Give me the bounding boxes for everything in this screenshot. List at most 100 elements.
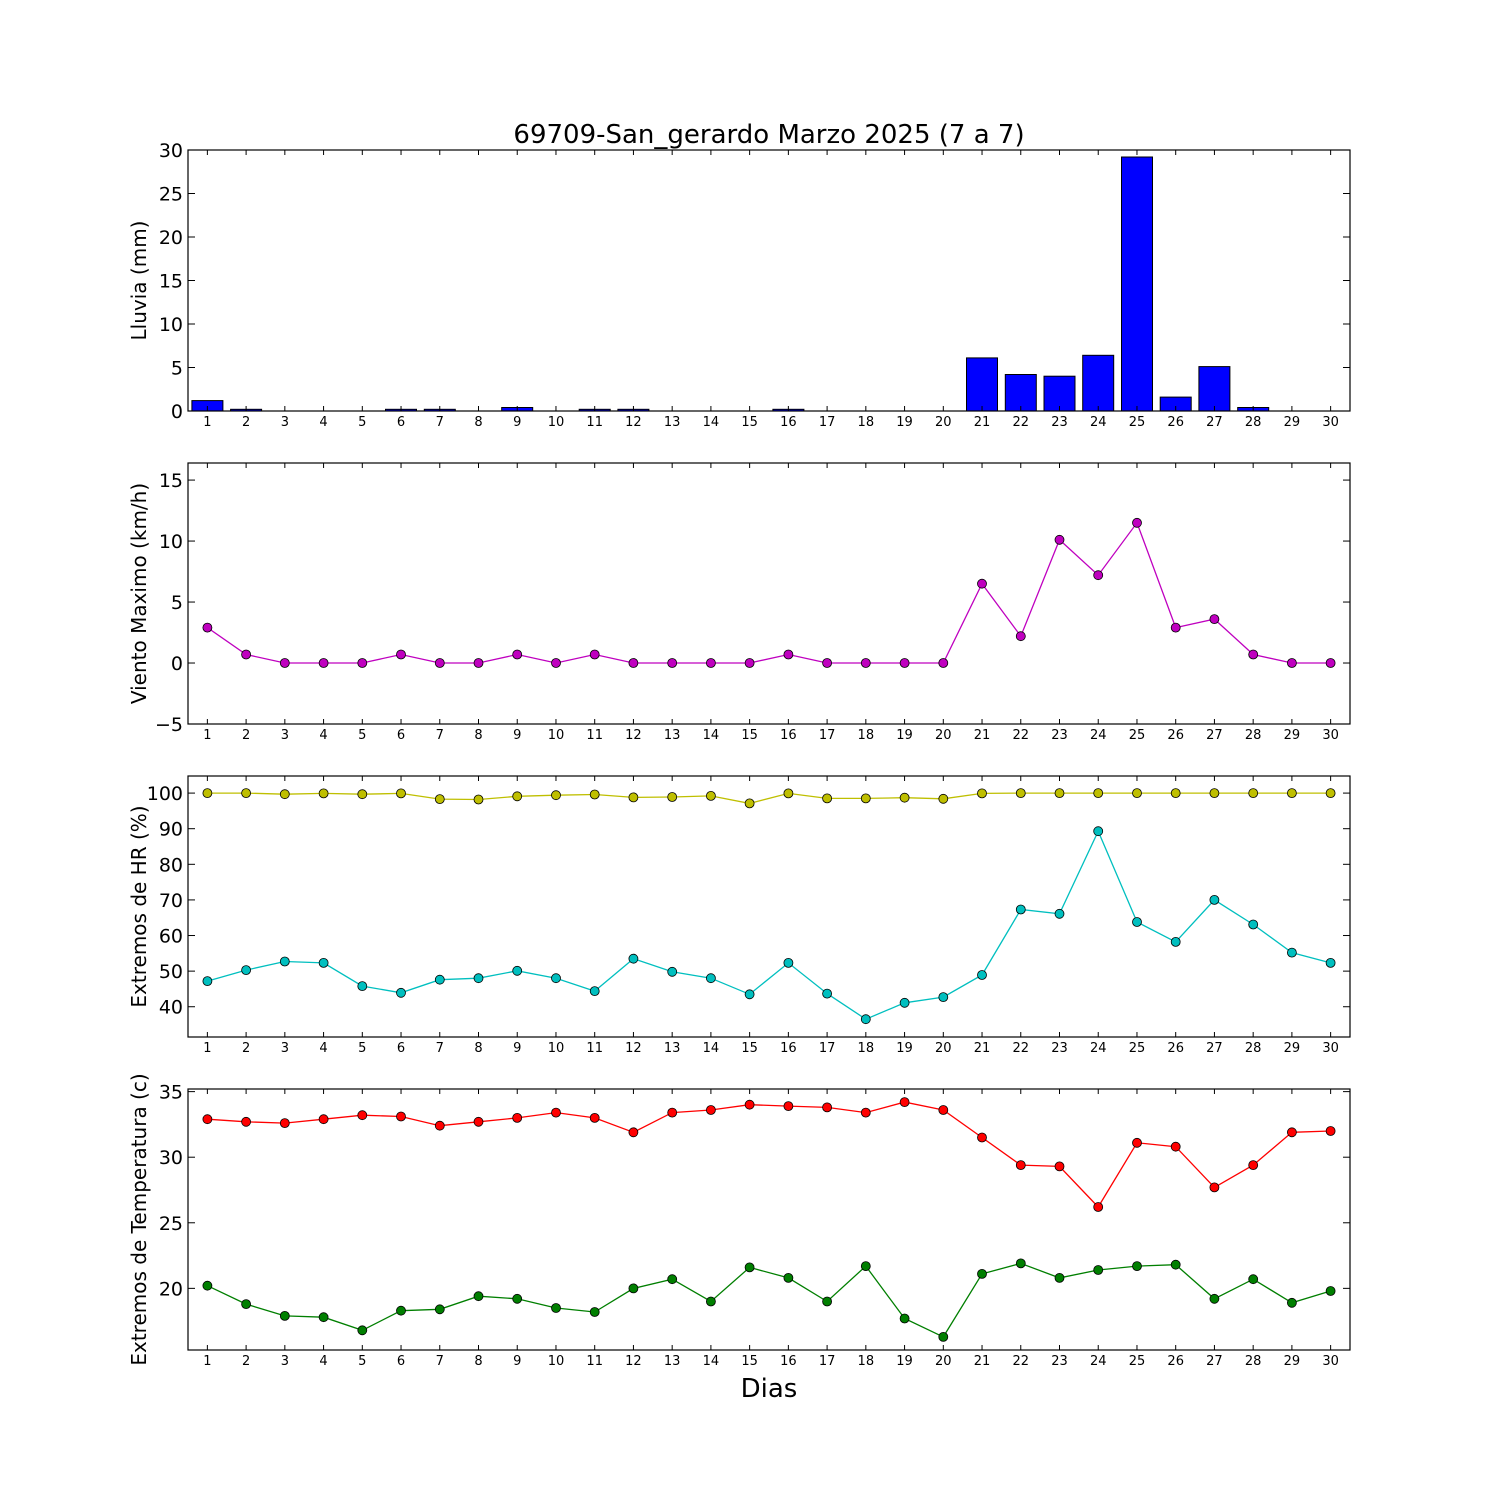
x-tick-label: 27 bbox=[1206, 415, 1223, 430]
point-s1-day-7 bbox=[434, 794, 445, 804]
point-s2-day-14 bbox=[706, 1296, 716, 1307]
point-s1-day-15 bbox=[744, 798, 755, 809]
point-s1-day-20 bbox=[938, 658, 949, 668]
point-s2-day-15 bbox=[744, 1262, 755, 1273]
point-s2-day-30 bbox=[1325, 1286, 1336, 1296]
point-s1-day-2 bbox=[241, 788, 252, 798]
point-s1-day-1 bbox=[202, 788, 213, 798]
point-s1-day-1 bbox=[202, 622, 213, 633]
point-s1-day-5 bbox=[357, 658, 368, 668]
x-tick-label: 30 bbox=[1322, 728, 1339, 743]
point-s1-day-16 bbox=[783, 1101, 794, 1111]
y-tick-label: 50 bbox=[159, 961, 183, 983]
x-tick-label: 16 bbox=[780, 728, 797, 743]
x-tick-label: 1 bbox=[203, 1354, 211, 1369]
y-tick-label: 0 bbox=[171, 401, 183, 423]
x-tick-label: 20 bbox=[935, 1041, 952, 1056]
x-tick-label: 18 bbox=[858, 728, 875, 743]
x-tick-label: 9 bbox=[513, 728, 521, 743]
point-s2-day-25 bbox=[1132, 917, 1142, 927]
x-tick-label: 25 bbox=[1129, 415, 1146, 430]
y-tick-label: 60 bbox=[159, 926, 183, 948]
y-tick-label: 20 bbox=[159, 1278, 183, 1300]
x-tick-label: 16 bbox=[780, 1041, 797, 1056]
x-tick-label: 13 bbox=[664, 728, 681, 743]
panel-4: 1 2 3 4 5 6 7 8 9 10 11 12 13 14 15 16 17 18 19 20 21 22 23 24 2… bbox=[127, 1073, 1351, 1369]
x-tick-label: 6 bbox=[397, 1354, 405, 1369]
y-tick-label: 10 bbox=[159, 531, 183, 553]
x-tick-label: 28 bbox=[1245, 415, 1262, 430]
x-tick-label: 10 bbox=[548, 1041, 565, 1056]
point-s2-day-6 bbox=[396, 1305, 406, 1316]
point-s1-day-8 bbox=[473, 1116, 484, 1127]
x-tick-label: 21 bbox=[974, 415, 991, 430]
x-tick-label: 27 bbox=[1206, 1041, 1223, 1056]
x-tick-label: 15 bbox=[741, 415, 758, 430]
x-tick-label: 14 bbox=[703, 415, 720, 430]
y-axis-label: Extremos de Temperatura (c) bbox=[127, 1073, 151, 1365]
axes-frame bbox=[187, 775, 1351, 1038]
y-axis-label: Extremos de HR (%) bbox=[127, 805, 151, 1007]
x-tick-label: 28 bbox=[1245, 1354, 1262, 1369]
point-s1-day-22 bbox=[1015, 788, 1026, 798]
x-tick-label: 20 bbox=[935, 415, 952, 430]
point-s1-day-17 bbox=[822, 658, 832, 668]
x-tick-label: 3 bbox=[281, 415, 289, 430]
x-tick-label: 25 bbox=[1129, 1041, 1146, 1056]
point-s1-day-16 bbox=[783, 788, 794, 799]
y-tick-label: 0 bbox=[171, 653, 183, 675]
point-s1-day-19 bbox=[899, 658, 910, 668]
x-tick-label: 6 bbox=[397, 1041, 405, 1056]
point-s2-day-20 bbox=[938, 1332, 949, 1342]
y-tick-label: 15 bbox=[159, 470, 183, 492]
point-s2-day-27 bbox=[1209, 895, 1220, 905]
point-s1-day-10 bbox=[551, 790, 561, 801]
x-tick-label: 27 bbox=[1206, 728, 1223, 743]
point-s2-day-8 bbox=[473, 973, 484, 984]
point-s2-day-1 bbox=[202, 1280, 213, 1291]
point-s1-day-13 bbox=[667, 658, 678, 668]
x-tick-label: 6 bbox=[397, 728, 405, 743]
panels: 1 2 3 4 5 6 7 8 9 10 11 12 13 14 15 16 17 18 19 20 21 22 23 24 2… bbox=[127, 140, 1351, 1369]
point-s1-day-11 bbox=[589, 1113, 600, 1123]
point-s1-day-6 bbox=[396, 1111, 406, 1122]
y-axis-label: Viento Maximo (km/h) bbox=[127, 483, 151, 704]
x-tick-label: 22 bbox=[1012, 728, 1029, 743]
point-s1-day-26 bbox=[1170, 622, 1181, 633]
y-tick-label: 30 bbox=[159, 1147, 183, 1169]
point-s2-day-24 bbox=[1093, 1265, 1104, 1275]
point-s1-day-15 bbox=[744, 1099, 755, 1110]
point-s1-day-18 bbox=[860, 658, 871, 668]
point-s1-day-3 bbox=[279, 658, 290, 668]
point-s1-day-3 bbox=[279, 789, 290, 800]
x-tick-label: 22 bbox=[1012, 415, 1029, 430]
x-tick-label: 18 bbox=[858, 1041, 875, 1056]
x-tick-label: 17 bbox=[819, 1354, 836, 1369]
x-tick-label: 9 bbox=[513, 1041, 521, 1056]
x-tick-label: 24 bbox=[1090, 728, 1107, 743]
y-tick-label: 70 bbox=[159, 890, 183, 912]
x-tick-label: 5 bbox=[358, 415, 366, 430]
point-s1-day-6 bbox=[396, 649, 406, 660]
y-tick-label: 5 bbox=[171, 358, 183, 380]
x-tick-label: 26 bbox=[1167, 1354, 1184, 1369]
point-s2-day-10 bbox=[551, 1303, 561, 1313]
point-s1-day-3 bbox=[279, 1118, 290, 1128]
point-s1-day-12 bbox=[628, 1127, 639, 1138]
point-s1-day-27 bbox=[1209, 1182, 1220, 1193]
x-tick-label: 8 bbox=[474, 1354, 482, 1369]
point-s1-day-23 bbox=[1054, 534, 1065, 545]
y-tick-label: 15 bbox=[159, 271, 183, 293]
x-tick-label: 29 bbox=[1284, 728, 1301, 743]
x-tick-label: 7 bbox=[436, 1354, 444, 1369]
x-tick-label: 4 bbox=[319, 728, 327, 743]
x-tick-label: 23 bbox=[1051, 728, 1068, 743]
x-tick-label: 16 bbox=[780, 1354, 797, 1369]
point-s1-day-27 bbox=[1209, 614, 1220, 624]
point-s2-day-23 bbox=[1054, 1273, 1065, 1283]
x-tick-label: 15 bbox=[741, 1041, 758, 1056]
point-s2-day-9 bbox=[512, 965, 523, 976]
point-s1-day-8 bbox=[473, 794, 484, 805]
y-tick-label: 90 bbox=[159, 819, 183, 841]
